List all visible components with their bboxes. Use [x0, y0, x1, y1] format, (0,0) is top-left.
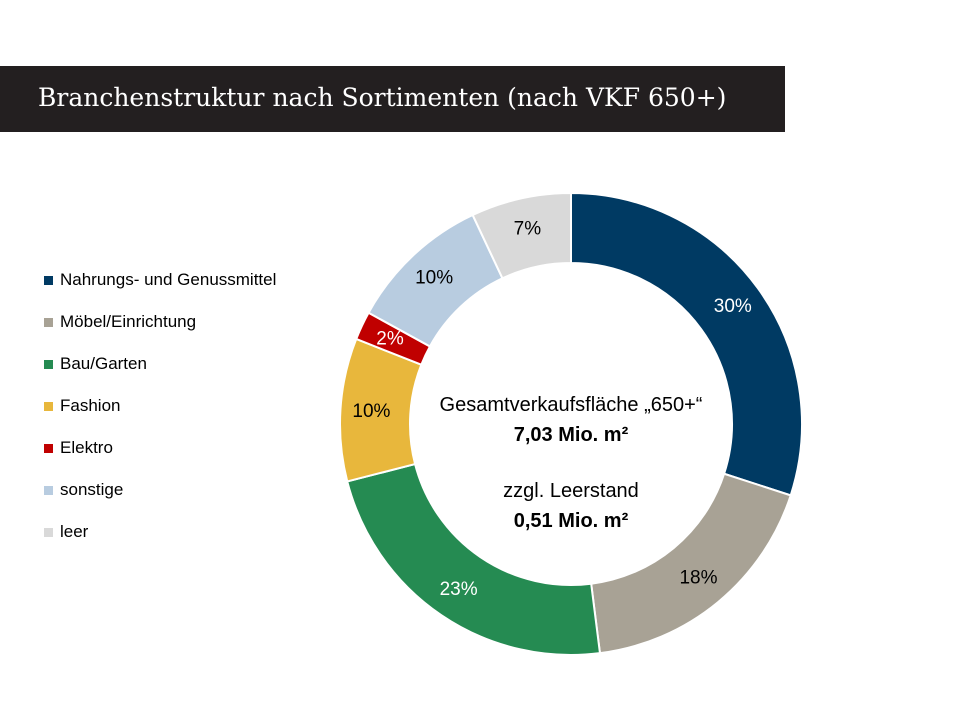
donut-slice-leer — [471, 191, 572, 280]
center-value-vacancy: 0,51 Mio. m² — [514, 510, 629, 532]
center-label-total: Gesamtverkaufsfläche „650+“ — [440, 394, 703, 416]
center-value-total: 7,03 Mio. m² — [514, 424, 629, 446]
title-bar: Branchenstruktur nach Sortimenten (nach … — [0, 66, 785, 132]
legend-item-elektro: Elektro — [44, 436, 113, 460]
legend-swatch — [44, 317, 53, 327]
legend-label: sonstige — [60, 480, 124, 499]
slice-value-label-elektro: 2% — [376, 328, 404, 349]
legend-swatch — [44, 527, 53, 537]
legend-item-sonstige: sonstige — [44, 478, 123, 502]
donut-slice-labels: 30% 18% 23% 10% 2% 10% 7% — [352, 218, 752, 600]
legend-swatch — [44, 485, 53, 495]
legend-label: Fashion — [60, 396, 121, 415]
center-label-vacancy: zzgl. Leerstand — [503, 480, 639, 502]
slice-value-label-fashion: 10% — [352, 401, 390, 422]
slice-value-label-nahrungs-und-genussmittel: 30% — [714, 296, 752, 317]
legend-item-nahrungs-und-genussmittel: Nahrungs- und Genussmittel — [44, 268, 276, 292]
slice-value-label-leer: 7% — [514, 218, 542, 239]
legend-swatch — [44, 401, 53, 411]
legend-item-bau-garten: Bau/Garten — [44, 352, 147, 376]
legend-label: Nahrungs- und Genussmittel — [60, 270, 277, 289]
donut-slice-nahrungs-und-genussmittel — [570, 191, 803, 497]
legend-item-leer: leer — [44, 520, 88, 544]
donut-slices — [339, 191, 803, 656]
page-title: Branchenstruktur nach Sortimenten (nach … — [38, 83, 727, 112]
legend-label: leer — [60, 522, 89, 541]
slice-value-label-bau-garten: 23% — [440, 579, 478, 600]
legend-item-m-bel-einrichtung: Möbel/Einrichtung — [44, 310, 196, 334]
legend-swatch — [44, 443, 53, 453]
legend-label: Elektro — [60, 438, 113, 457]
legend-swatch — [44, 359, 53, 369]
legend-swatch — [44, 275, 53, 285]
legend-label: Bau/Garten — [60, 354, 147, 373]
slice-value-label-m-bel-einrichtung: 18% — [679, 568, 717, 589]
slice-value-label-sonstige: 10% — [415, 268, 453, 289]
legend-label: Möbel/Einrichtung — [60, 312, 197, 331]
legend-item-fashion: Fashion — [44, 394, 120, 418]
